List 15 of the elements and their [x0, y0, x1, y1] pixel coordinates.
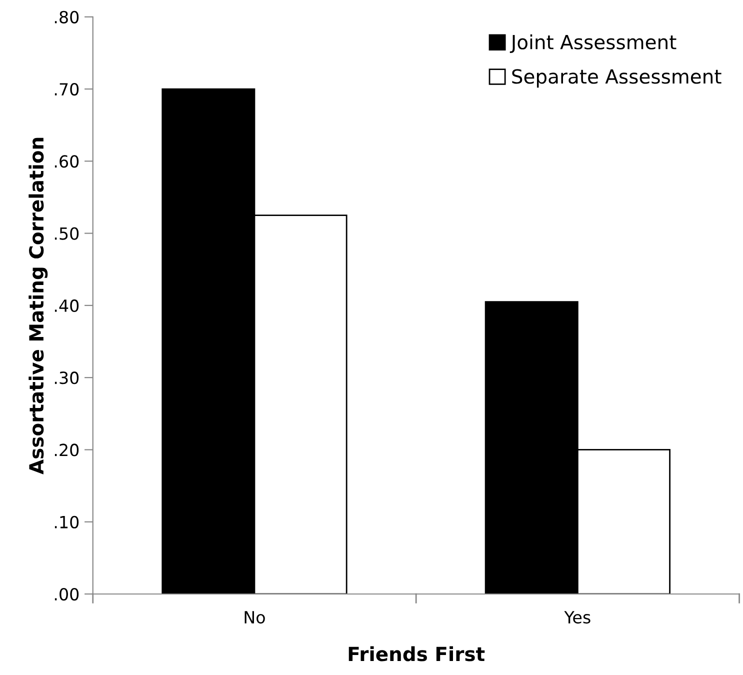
y-tick-label: .30	[54, 372, 79, 384]
y-tick-label: .20	[54, 444, 79, 456]
legend-label: Joint Assessment	[510, 34, 676, 54]
y-tick-label: .50	[54, 227, 79, 240]
y-tick-label: .10	[54, 516, 79, 528]
y-tick-label: .60	[54, 155, 79, 168]
y-axis-title: Assortative Mating Correlation	[28, 138, 48, 474]
y-tick-label: .40	[54, 299, 79, 312]
x-tick-label: Yes	[564, 611, 590, 624]
y-tick-label: .80	[54, 10, 79, 24]
y-tick-label: .00	[54, 588, 79, 601]
x-axis-title: Friends First	[348, 646, 485, 662]
y-tick-label: .70	[54, 82, 79, 96]
legend-label: Separate Assessment	[512, 69, 722, 88]
x-tick-label: No	[244, 611, 265, 624]
